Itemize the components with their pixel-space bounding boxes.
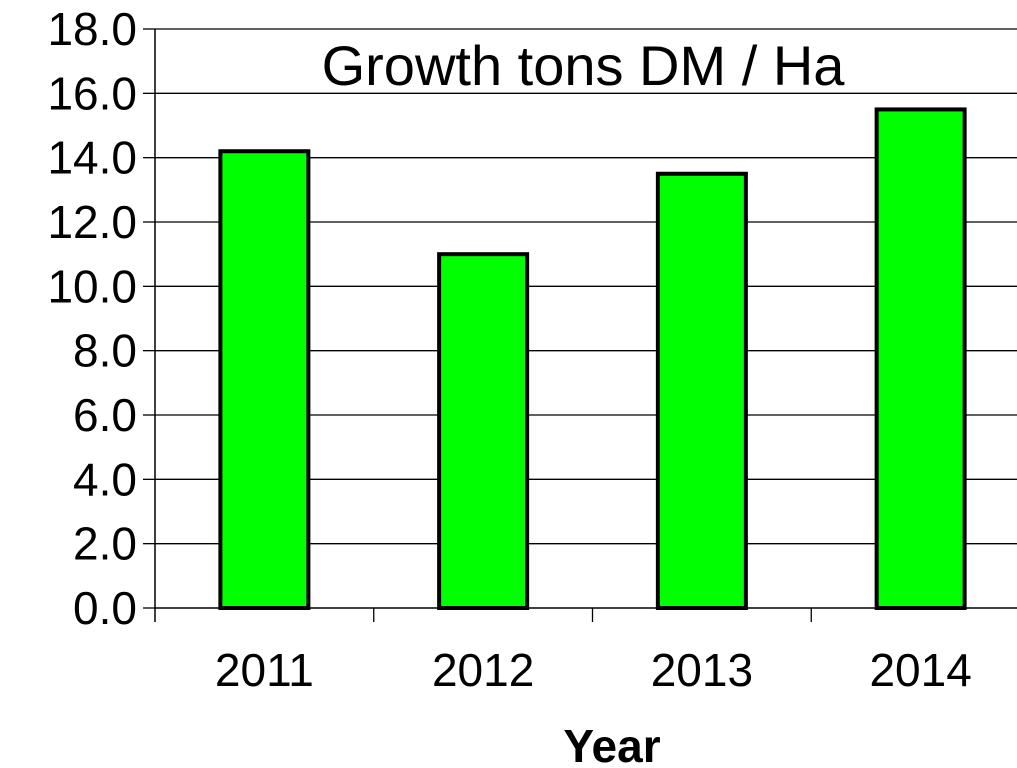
x-axis-title: Year [563,720,660,768]
bar-2012 [437,252,530,611]
x-tick-label: 2013 [651,644,753,696]
y-tick-label: 10.0 [47,260,137,312]
bar-2014 [874,107,967,611]
y-tick-label: 2.0 [73,518,137,570]
x-tick-label: 2011 [215,644,314,696]
y-tick-labels: 0.0 2.0 4.0 6.0 8.0 10.0 12.0 14.0 16.0 18.0 [47,3,137,634]
y-tick-label: 8.0 [73,325,137,377]
bar-2011 [218,149,311,610]
x-tick-label: 2012 [432,644,534,696]
y-tick-label: 14.0 [47,132,137,184]
y-tick-label: 12.0 [47,196,137,248]
x-tick-labels: 2011 2012 2013 2014 [215,644,972,696]
y-tick-label: 16.0 [47,67,137,119]
bars [218,107,967,611]
y-tick-label: 0.0 [73,582,137,634]
chart-title: Growth tons DM / Ha [322,34,846,97]
y-tick-label: 18.0 [47,3,137,55]
y-tick-label: 6.0 [73,389,137,441]
bar-2013 [655,171,748,610]
x-tick-label: 2014 [869,644,971,696]
y-tick-label: 4.0 [73,453,137,505]
